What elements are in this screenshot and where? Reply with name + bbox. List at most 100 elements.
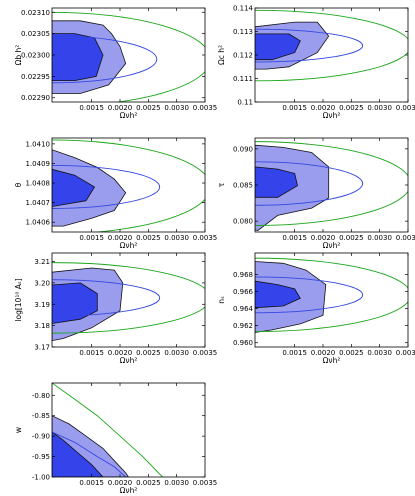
x-axis-label: Ωνh² — [323, 356, 341, 365]
x-tick-label: 0.0025 — [136, 234, 161, 242]
x-tick-label: 0.0025 — [339, 234, 364, 242]
axes-frame — [51, 252, 206, 348]
x-axis-label: Ωνh² — [120, 486, 138, 495]
x-tick-label: 0.0020 — [108, 349, 133, 357]
x-tick-label: 0.0035 — [193, 234, 218, 242]
panel-3: 0.0015 0.0020 0.0025 0.0030 0.0035 1.0406 1.04… — [14, 137, 218, 250]
x-tick-label: 0.0030 — [164, 349, 189, 357]
y-axis-label: θ — [14, 182, 23, 187]
x-tick-label: 0.0035 — [193, 349, 218, 357]
y-tick-label: 0.966 — [233, 288, 254, 296]
x-axis-label: Ωνh² — [323, 111, 341, 120]
inner-contour — [52, 431, 104, 477]
y-tick-label: 0.02310 — [21, 9, 50, 17]
x-tick-label: 0.0025 — [136, 104, 161, 112]
x-tick-label: 0.0030 — [164, 479, 189, 487]
x-tick-label: 0.0025 — [136, 349, 161, 357]
y-tick-label: 0.080 — [233, 218, 253, 226]
x-tick-label: 0.0030 — [164, 104, 189, 112]
y-tick-label: 3.20 — [34, 279, 50, 287]
x-tick-label: 0.0035 — [396, 104, 415, 112]
y-axis-label: log[10¹⁰ Aₛ] — [14, 278, 23, 321]
x-axis-label: Ωνh² — [120, 111, 138, 120]
x-tick-label: 0.0020 — [311, 234, 336, 242]
x-tick-label: 0.0035 — [396, 234, 415, 242]
panel-7: 0.0015 0.0020 0.0025 0.0030 0.0035 -1.00 -0.95… — [14, 382, 217, 495]
x-tick-label: 0.0030 — [367, 234, 392, 242]
y-tick-label: -0.85 — [32, 412, 50, 420]
panel-1: 0.0015 0.0020 0.0025 0.0030 0.0035 0.02290 0.0… — [14, 7, 218, 120]
y-tick-label: 0.02300 — [21, 52, 50, 60]
x-tick-label: 0.0030 — [367, 349, 392, 357]
y-tick-label: 3.18 — [34, 322, 50, 330]
inner-contour — [255, 280, 301, 309]
x-tick-label: 0.0030 — [164, 234, 189, 242]
y-tick-label: 0.11 — [237, 99, 253, 107]
x-tick-label: 0.0015 — [79, 479, 104, 487]
x-axis-label: Ωνh² — [120, 241, 138, 250]
blue-ellipse — [52, 35, 158, 84]
x-tick-label: 0.0025 — [136, 479, 161, 487]
green-curve — [52, 383, 163, 477]
y-tick-label: 0.111 — [233, 75, 253, 83]
y-tick-label: 1.0407 — [26, 199, 51, 207]
x-tick-label: 0.0020 — [108, 234, 133, 242]
y-tick-label: 0.113 — [233, 28, 253, 36]
y-tick-label: 1.0406 — [26, 219, 51, 227]
y-tick-label: -0.90 — [32, 433, 50, 441]
blue-ellipse — [52, 164, 161, 209]
axes-frame — [51, 382, 206, 478]
y-axis-label: Ωb h² — [14, 45, 23, 66]
y-tick-label: 3.17 — [34, 344, 50, 352]
inner-contour — [255, 166, 298, 198]
inner-contour — [52, 282, 98, 324]
y-tick-label: 0.02295 — [21, 73, 50, 81]
y-tick-label: 0.112 — [233, 52, 253, 60]
x-tick-label: 0.0015 — [282, 104, 307, 112]
y-tick-label: 3.19 — [34, 301, 50, 309]
y-axis-label: τ — [217, 182, 226, 187]
blue-curve — [52, 431, 127, 477]
x-tick-label: 0.0015 — [79, 104, 104, 112]
x-tick-label: 0.0025 — [339, 349, 364, 357]
y-axis-label: nₛ — [217, 296, 226, 304]
inner-contour — [52, 168, 96, 207]
y-tick-label: 0.960 — [233, 339, 253, 347]
axes-frame — [254, 252, 409, 348]
x-tick-label: 0.0020 — [108, 104, 133, 112]
y-tick-label: 0.02290 — [21, 94, 50, 102]
y-tick-label: 0.114 — [233, 5, 254, 13]
y-tick-label: 0.962 — [233, 322, 253, 330]
x-tick-label: 0.0015 — [282, 349, 307, 357]
y-tick-label: 3.21 — [34, 258, 50, 266]
x-tick-label: 0.0020 — [108, 479, 133, 487]
x-tick-label: 0.0035 — [193, 104, 218, 112]
inner-contour — [52, 33, 104, 81]
x-tick-label: 0.0025 — [339, 104, 364, 112]
x-tick-label: 0.0035 — [396, 349, 415, 357]
x-axis-label: Ωνh² — [120, 356, 138, 365]
y-tick-label: 0.085 — [233, 182, 253, 190]
y-tick-label: 1.0409 — [26, 160, 51, 168]
panel-5: 0.0015 0.0020 0.0025 0.0030 0.0035 3.17 3.18 3.… — [14, 252, 218, 365]
x-tick-label: 0.0015 — [282, 234, 307, 242]
y-tick-label: 0.090 — [233, 145, 253, 153]
y-tick-label: 0.964 — [233, 305, 254, 313]
x-tick-label: 0.0020 — [311, 349, 336, 357]
x-tick-label: 0.0015 — [79, 349, 104, 357]
y-tick-label: 0.968 — [233, 271, 253, 279]
y-tick-label: -0.80 — [32, 392, 50, 400]
axes-frame — [51, 137, 206, 233]
y-tick-label: -1.00 — [32, 474, 50, 482]
y-tick-label: 1.0408 — [26, 180, 51, 188]
y-axis-label: w — [14, 427, 23, 433]
x-tick-label: 0.0015 — [79, 234, 104, 242]
y-tick-label: 0.02305 — [21, 30, 50, 38]
y-tick-label: 1.0410 — [26, 140, 51, 148]
x-axis-label: Ωνh² — [323, 241, 341, 250]
inner-contour — [255, 33, 301, 61]
